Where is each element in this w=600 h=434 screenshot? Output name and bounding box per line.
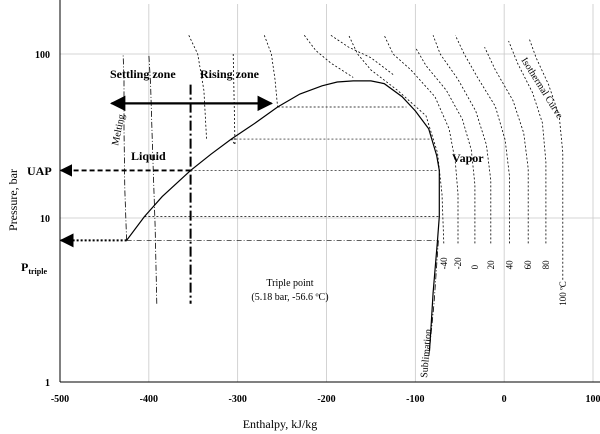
isotherm-line [432,35,492,244]
isotherm-top-line [263,35,278,108]
x-tick-label: 100 [586,394,600,405]
melting-label: Melting [110,113,127,146]
isotherm-top-line [303,35,354,78]
triple-point-values: (5.18 bar, -56.6 ºC) [251,292,328,303]
isotherm-line [484,47,529,244]
isotherm-label: 100 ºC [558,281,568,306]
isotherm-line [348,35,445,244]
liquid-label: Liquid [131,149,166,163]
x-tick-label: 0 [502,394,507,405]
settling-zone-label: Settling zone [110,67,176,81]
p-triple-label: Ptriple [21,260,47,276]
isotherm-label: 0 [470,264,480,269]
saturation-dome [126,80,440,351]
x-tick-label: -200 [317,394,335,405]
sublimation-line [428,240,439,359]
isotherm-label: -40 [439,257,449,269]
y-tick-label: 1 [45,378,50,389]
x-tick-label: -100 [406,394,424,405]
isotherm-line [414,46,476,244]
y-tick-label: 10 [40,214,50,225]
vapor-label: Vapor [452,151,484,165]
isothermal-curve-label: Isothermal Curve [518,56,565,121]
labels: Pressure, bar Enthalpy, kJ/kg Settling z… [6,56,565,431]
isotherm-top-line [330,34,394,75]
isotherm-line [383,35,459,244]
isotherm-label: 20 [486,260,496,270]
sublimation-label: Sublimation [419,329,434,379]
isotherm-label: 40 [505,260,515,270]
rising-zone-label: Rising zone [200,67,260,81]
isotherm-label: 60 [523,260,533,270]
x-axis-label: Enthalpy, kJ/kg [243,417,318,431]
isotherm-line [508,40,547,244]
x-tick-label: -300 [228,394,246,405]
p-triple-sub: triple [28,267,47,276]
dashdot-line [148,53,158,304]
p-triple-main: P [21,260,28,274]
melting-line [122,53,127,241]
x-tick-label: -400 [140,394,158,405]
isotherm-line [454,35,510,244]
curves: -40 -20 0 20 40 60 80 100 ºC [59,34,568,359]
isotherm-label: -20 [453,257,463,269]
y-tick-label: 100 [35,50,50,61]
triple-point-label: Triple point [266,278,313,289]
y-axis-label: Pressure, bar [6,169,20,231]
isotherm-label: 80 [541,260,551,270]
uap-label: UAP [27,164,52,178]
isotherm-line [528,37,564,280]
x-tick-label: -500 [51,394,69,405]
